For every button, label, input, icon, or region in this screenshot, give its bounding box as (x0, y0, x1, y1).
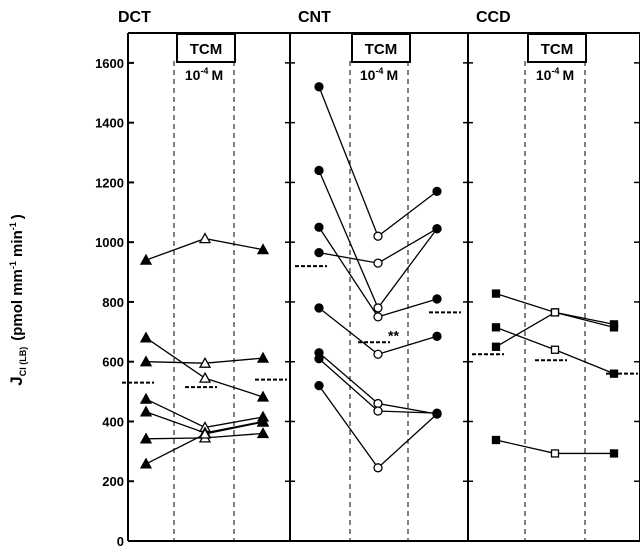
data-point-circle (373, 349, 383, 359)
data-point-triangle (198, 427, 212, 439)
treatment-box (176, 33, 236, 63)
series-line (318, 385, 438, 469)
panel-label: CNT (298, 9, 331, 26)
y-tick-label: 1200 (95, 175, 124, 190)
data-point-circle (314, 82, 324, 92)
data-point-circle (432, 224, 442, 234)
data-point-circle (432, 294, 442, 304)
data-point-triangle (139, 432, 153, 444)
y-axis-label-units-sup2: -1 (8, 222, 18, 230)
data-point-circle (373, 303, 383, 313)
y-axis-label-units-end: ) (9, 214, 26, 219)
series-line (318, 86, 438, 238)
data-point-triangle (139, 355, 153, 367)
y-tick-label: 400 (102, 414, 124, 429)
data-point-square (550, 449, 560, 458)
data-point-circle (373, 312, 383, 322)
data-point-square (491, 435, 501, 445)
panel-cnt: CNT TCM 10-4 M ** (295, 9, 461, 541)
panels: DCT TCM 10-4 M CNT TCM 10-4 M ** CCD TCM 10-4 M (118, 9, 638, 541)
data-point-square (609, 449, 619, 458)
data-point-square (550, 308, 560, 317)
data-point-circle (373, 258, 383, 268)
data-point-circle (432, 186, 442, 197)
axes: 0 200 400 600 800 1000 1200 1400 1600 (95, 32, 640, 547)
data-point-square (491, 342, 501, 351)
treatment-box-label: TCM (190, 41, 223, 58)
y-tick-label: 800 (102, 295, 124, 310)
data-point-triangle (139, 253, 153, 265)
data-point-triangle (198, 356, 212, 368)
data-point-circle (373, 463, 383, 473)
treatment-box (527, 33, 587, 63)
data-point-triangle (198, 232, 212, 244)
data-point-triangle (198, 371, 212, 383)
data-point-circle (314, 303, 324, 313)
data-point-triangle (139, 457, 153, 469)
data-point-triangle (256, 427, 270, 439)
data-point-circle (314, 165, 324, 176)
data-point-circle (314, 222, 324, 232)
treatment-concentration: 10-4 M (185, 66, 223, 83)
y-tick-label: 1000 (95, 235, 124, 250)
panel-label: CCD (476, 9, 511, 26)
treatment-box (351, 33, 411, 63)
data-point-circle (314, 380, 324, 391)
y-tick-label: 200 (102, 474, 124, 489)
y-axis-label: JCl (LB)(pmol mm-1 min-1) (7, 214, 28, 386)
treatment-box-label: TCM (541, 41, 574, 58)
data-point-triangle (139, 331, 153, 343)
y-axis-label-units-mid: min (9, 230, 26, 261)
y-axis-label-units: (pmol mm (9, 269, 26, 341)
data-point-square (491, 323, 501, 332)
y-axis-label-main: J (7, 376, 26, 385)
series-line (495, 311, 615, 348)
data-point-circle (373, 398, 383, 409)
data-point-circle (373, 406, 383, 416)
y-tick-label: 0 (117, 534, 124, 547)
treatment-box-label: TCM (365, 41, 398, 58)
panel-label: DCT (118, 9, 151, 26)
data-point-triangle (256, 351, 270, 363)
treatment-concentration: 10-4 M (360, 66, 398, 83)
y-tick-label: 1400 (95, 116, 124, 131)
data-point-triangle (256, 415, 270, 427)
data-point-square (491, 289, 501, 298)
data-point-triangle (256, 390, 270, 402)
data-point-circle (432, 409, 442, 419)
data-point-circle (314, 247, 324, 258)
panel-ccd: CCD TCM 10-4 M (472, 9, 638, 541)
data-point-triangle (256, 243, 270, 255)
data-point-square (609, 323, 619, 332)
data-point-triangle (139, 405, 153, 417)
treatment-concentration: 10-4 M (536, 66, 574, 83)
data-point-circle (373, 231, 383, 241)
panel-dct: DCT TCM 10-4 M (118, 9, 287, 541)
data-point-circle (432, 331, 442, 341)
y-tick-label: 600 (102, 355, 124, 370)
y-axis-label-units-sup: -1 (8, 261, 18, 269)
data-point-triangle (139, 392, 153, 404)
y-tick-label: 1600 (95, 56, 124, 71)
y-axis-label-sub: Cl (LB) (18, 347, 28, 377)
significance-annotation: ** (388, 327, 399, 343)
data-point-circle (314, 354, 324, 364)
data-point-square (550, 345, 560, 354)
